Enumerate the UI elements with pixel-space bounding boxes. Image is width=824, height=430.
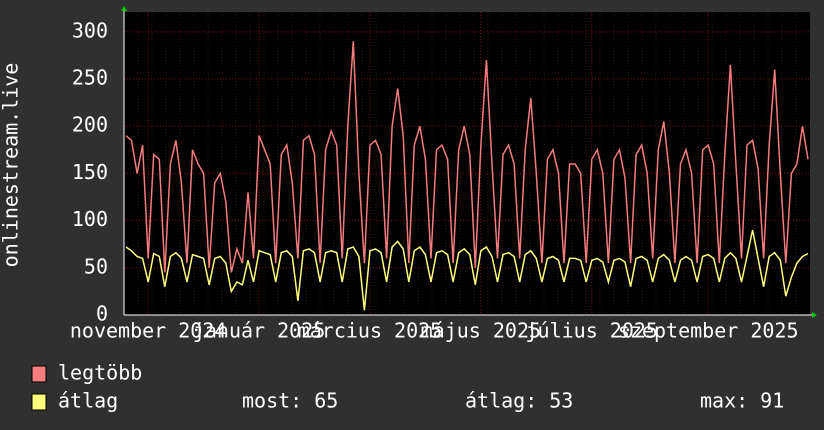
- x-tick-label: május 2025: [421, 319, 541, 343]
- y-axis-label: onlinestream.live: [0, 63, 23, 268]
- y-tick-label: 250: [72, 66, 108, 90]
- y-tick-label: 100: [72, 207, 108, 231]
- series-line: [125, 41, 809, 273]
- x-tick-label: július 2025: [526, 319, 658, 343]
- plot-area: [124, 12, 810, 315]
- legend-label: legtöbb: [58, 361, 142, 385]
- y-tick-label: 200: [72, 113, 108, 137]
- stat-value: 53: [549, 389, 573, 413]
- y-tick-label: 150: [72, 160, 108, 184]
- x-tick-label: november 2024: [70, 319, 227, 343]
- axis-arrow: [121, 6, 127, 11]
- stat-value: 65: [314, 389, 338, 413]
- y-tick-label: 0: [96, 302, 108, 326]
- x-tick-label: március 2025: [298, 319, 443, 343]
- legend-swatch: [31, 393, 47, 411]
- x-tick-label: január 2025: [193, 319, 325, 343]
- stat-value: 91: [760, 389, 784, 413]
- axis-arrow: [812, 312, 817, 318]
- y-tick-label: 300: [72, 18, 108, 42]
- stat-label: átlag:: [465, 389, 537, 413]
- x-tick-label: szeptember 2025: [618, 319, 799, 343]
- stat-label: max:: [700, 389, 748, 413]
- series-line: [125, 229, 809, 311]
- y-tick-label: 50: [84, 254, 108, 278]
- stat-label: most:: [242, 389, 302, 413]
- legend-swatch: [31, 365, 47, 383]
- legend-label: átlag: [58, 389, 118, 413]
